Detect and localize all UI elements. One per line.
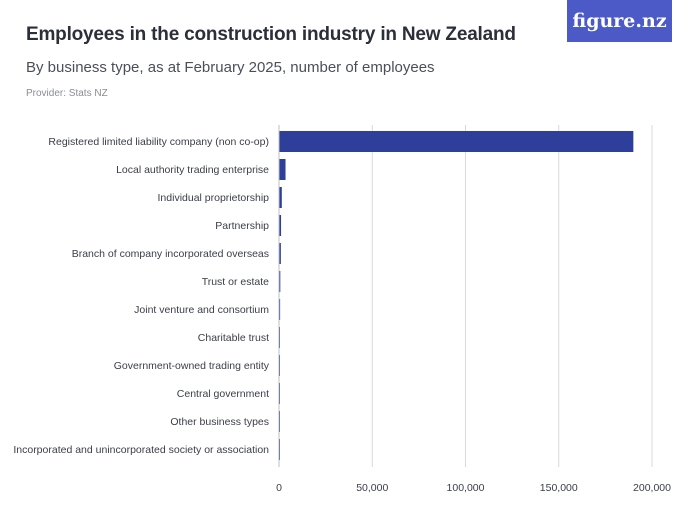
x-tick-label: 50,000	[356, 482, 388, 494]
x-tick-label: 0	[276, 482, 282, 494]
category-label: Joint venture and consortium	[134, 304, 269, 316]
bar	[279, 243, 281, 264]
bar	[279, 131, 634, 152]
category-label: Charitable trust	[198, 332, 269, 344]
category-label: Individual proprietorship	[158, 192, 270, 204]
category-label: Branch of company incorporated overseas	[72, 248, 269, 260]
category-label: Local authority trading enterprise	[116, 164, 269, 176]
chart-title: Employees in the construction industry i…	[26, 24, 516, 45]
x-tick-label: 150,000	[540, 482, 578, 494]
bar	[279, 187, 282, 208]
category-label: Partnership	[215, 220, 269, 232]
bar	[279, 215, 282, 236]
category-label: Trust or estate	[202, 276, 269, 288]
bar	[279, 299, 281, 320]
chart-subtitle: By business type, as at February 2025, n…	[26, 59, 435, 76]
category-label: Registered limited liability company (no…	[48, 136, 269, 148]
x-tick-label: 100,000	[447, 482, 485, 494]
category-label: Incorporated and unincorporated society …	[13, 444, 269, 456]
category-label: Central government	[177, 388, 269, 400]
bar	[279, 271, 281, 292]
bar	[279, 159, 286, 180]
category-label: Other business types	[170, 416, 269, 428]
figure-nz-logo[interactable]: figure.nz	[567, 0, 672, 42]
category-label: Government-owned trading entity	[114, 360, 270, 372]
x-tick-label: 200,000	[633, 482, 671, 494]
data-provider: Provider: Stats NZ	[26, 88, 108, 99]
